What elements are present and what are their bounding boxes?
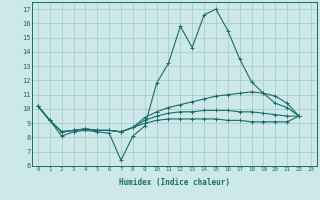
- X-axis label: Humidex (Indice chaleur): Humidex (Indice chaleur): [119, 178, 230, 187]
